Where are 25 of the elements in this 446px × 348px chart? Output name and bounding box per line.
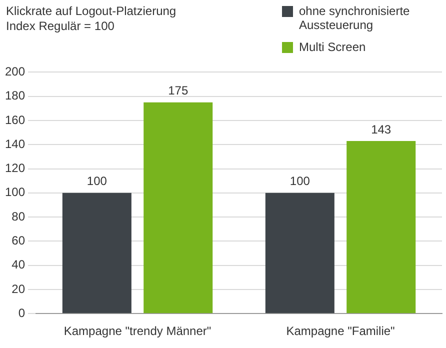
x-tick-label: Kampagne "trendy Männer"	[64, 324, 212, 338]
legend-label: ohne synchronisierte Aussteuerung	[299, 4, 411, 32]
data-label: 175	[168, 84, 188, 98]
y-tick-label: 80	[12, 209, 26, 224]
y-tick-label: 60	[12, 233, 26, 248]
chart-subtitle: Index Regulär = 100	[6, 19, 116, 34]
y-tick-label: 160	[4, 112, 26, 127]
y-tick-label: 0	[18, 306, 26, 320]
bar	[265, 192, 334, 314]
data-label: 100	[290, 174, 310, 188]
chart-title: Klickrate auf Logout-Platzierung	[6, 4, 178, 19]
x-tick-label: Kampagne "Familie"	[286, 324, 395, 338]
y-tick-label: 40	[12, 258, 26, 272]
y-tick-label: 100	[4, 185, 26, 200]
legend-label: Multi Screen	[299, 40, 366, 54]
data-label: 100	[86, 174, 108, 188]
y-tick-label: 140	[4, 136, 26, 151]
bar	[346, 141, 416, 314]
data-label: 143	[371, 122, 392, 136]
bar	[144, 102, 213, 314]
y-tick-label: 180	[4, 88, 26, 103]
y-tick-label: 20	[12, 282, 26, 296]
y-tick-label: 120	[4, 161, 26, 176]
bar	[62, 192, 132, 314]
y-tick-label: 200	[4, 64, 26, 79]
